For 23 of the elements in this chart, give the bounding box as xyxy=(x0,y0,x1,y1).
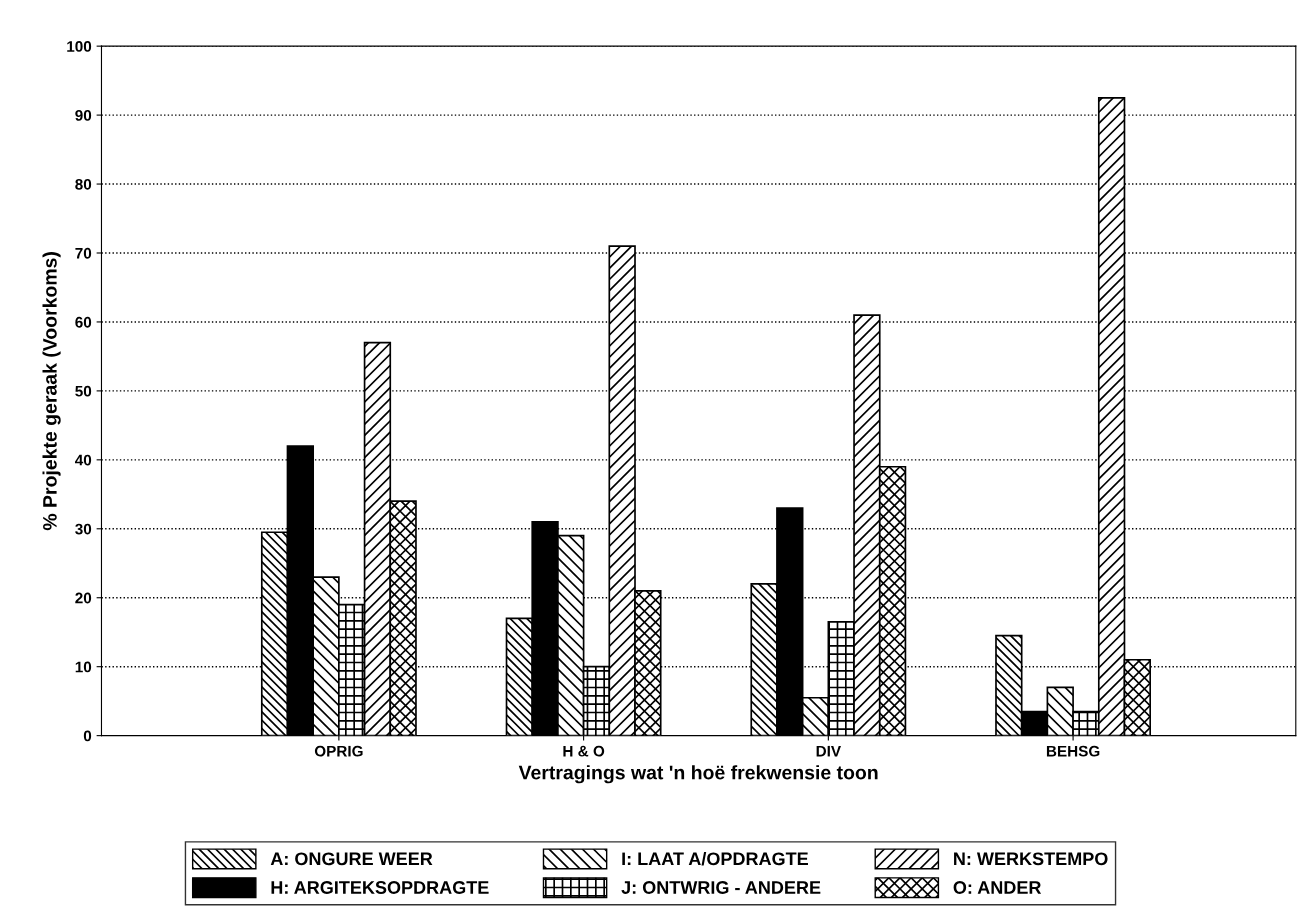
x-tick-label: BEHSG xyxy=(1046,745,1100,757)
legend-label: N: WERKSTEMPO xyxy=(954,852,1108,866)
legend-label: H: ARGITEKSOPDRAGTE xyxy=(271,881,489,894)
y-tick-label: 0 xyxy=(83,730,92,742)
legend-label: I: LAAT A/OPDRAGTE xyxy=(622,851,808,866)
legend-label: O: ANDER xyxy=(953,881,1042,894)
x-tick-label: H & O xyxy=(563,745,605,757)
x-axis-title: Vertragings wat 'n hoë frekwensie toon xyxy=(518,765,878,784)
legend-label: J: ONTWRIG - ANDERE xyxy=(621,881,821,894)
y-tick-label: 30 xyxy=(75,523,92,535)
x-tick-label: OPRIG xyxy=(314,745,363,757)
y-tick-label: 70 xyxy=(75,247,92,259)
y-axis-title: % Projekte geraak (Voorkoms) xyxy=(42,252,61,531)
x-tick-label: DIV xyxy=(816,745,841,757)
y-tick-label: 80 xyxy=(75,178,92,190)
y-tick-label: 40 xyxy=(75,454,92,466)
y-tick-label: 50 xyxy=(75,385,92,397)
y-tick-label: 10 xyxy=(75,661,92,673)
y-tick-label: 100 xyxy=(67,41,92,52)
y-tick-label: 90 xyxy=(75,109,92,121)
legend-label: A: ONGURE WEER xyxy=(270,852,433,866)
y-tick-label: 60 xyxy=(75,316,92,328)
y-tick-label: 20 xyxy=(75,592,92,604)
